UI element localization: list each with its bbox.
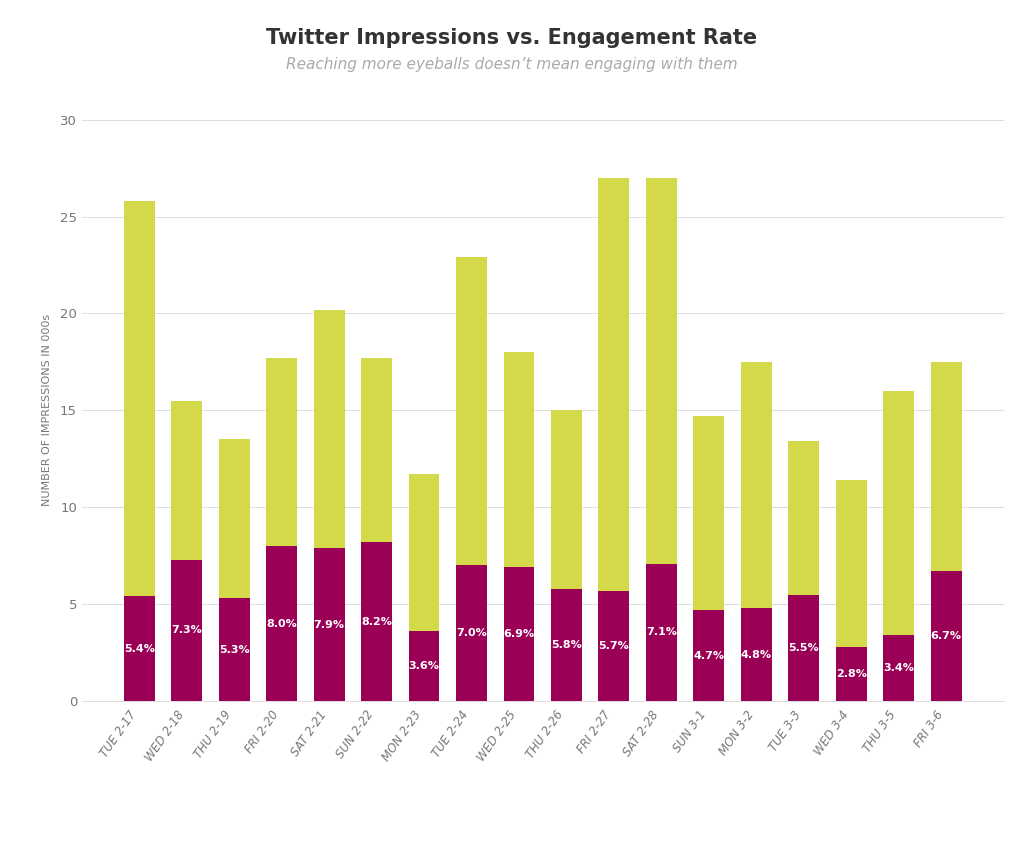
Bar [741, 608, 772, 701]
Text: 8.2%: 8.2% [361, 616, 392, 627]
Bar [409, 475, 439, 701]
Text: 4.7%: 4.7% [693, 651, 724, 661]
Text: 7.9%: 7.9% [313, 620, 345, 629]
Bar [693, 610, 724, 701]
Text: 3.6%: 3.6% [409, 661, 439, 671]
Bar [313, 548, 344, 701]
Text: 2.8%: 2.8% [836, 669, 866, 679]
Bar [361, 542, 392, 701]
Text: 5.4%: 5.4% [124, 644, 155, 654]
Bar [266, 546, 297, 701]
Bar [171, 401, 202, 701]
Bar [788, 594, 819, 701]
Bar [409, 631, 439, 701]
Bar [836, 481, 866, 701]
Text: 7.3%: 7.3% [171, 625, 202, 635]
Bar [646, 563, 677, 701]
Bar [171, 560, 202, 701]
Bar [646, 178, 677, 701]
Text: 5.3%: 5.3% [219, 645, 250, 655]
Text: 7.0%: 7.0% [456, 628, 486, 639]
Bar [124, 201, 155, 701]
Bar [266, 358, 297, 701]
Text: 5.8%: 5.8% [551, 640, 582, 650]
Bar [551, 589, 582, 701]
Bar [598, 591, 630, 701]
Bar [504, 352, 535, 701]
Bar [124, 597, 155, 701]
Bar [693, 416, 724, 701]
Text: 8.0%: 8.0% [266, 618, 297, 628]
Text: 4.8%: 4.8% [740, 650, 772, 659]
Text: Reaching more eyeballs doesn’t mean engaging with them: Reaching more eyeballs doesn’t mean enga… [286, 56, 738, 72]
Bar [598, 178, 630, 701]
Y-axis label: NUMBER OF IMPRESSIONS IN 000s: NUMBER OF IMPRESSIONS IN 000s [42, 315, 52, 506]
Bar [884, 391, 914, 701]
Bar [931, 571, 962, 701]
Bar [313, 310, 344, 701]
Bar [551, 410, 582, 701]
Text: 7.1%: 7.1% [646, 628, 677, 637]
Text: 6.9%: 6.9% [504, 629, 535, 640]
Bar [456, 565, 487, 701]
Bar [931, 362, 962, 701]
Bar [361, 358, 392, 701]
Text: 5.7%: 5.7% [599, 641, 630, 651]
Bar [788, 441, 819, 701]
Bar [504, 568, 535, 701]
Bar [219, 598, 250, 701]
Text: 6.7%: 6.7% [931, 631, 962, 641]
Bar [741, 362, 772, 701]
Bar [456, 257, 487, 701]
Text: Twitter Impressions vs. Engagement Rate: Twitter Impressions vs. Engagement Rate [266, 28, 758, 49]
Text: 3.4%: 3.4% [884, 663, 914, 673]
Bar [219, 439, 250, 701]
Bar [836, 647, 866, 701]
Text: 5.5%: 5.5% [788, 643, 819, 653]
Bar [884, 635, 914, 701]
